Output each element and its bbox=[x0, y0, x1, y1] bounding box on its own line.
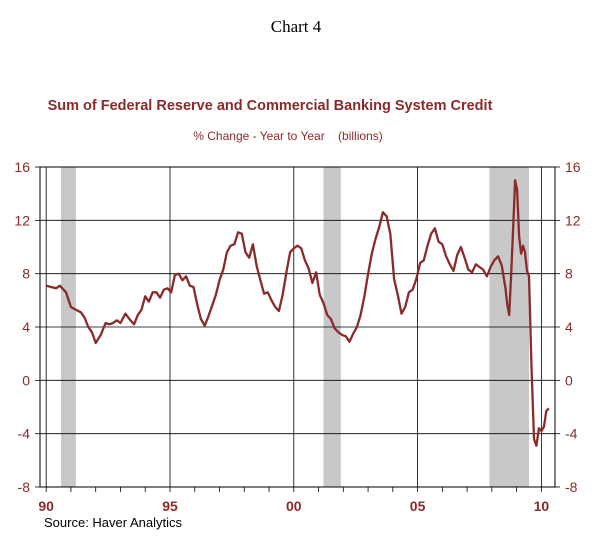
y-tick-label-left: 8 bbox=[22, 266, 30, 282]
y-tick-label-right: -4 bbox=[565, 426, 578, 442]
y-tick-label-left: 0 bbox=[22, 372, 30, 388]
x-tick-label: 10 bbox=[534, 498, 550, 514]
y-tick-label-right: 0 bbox=[565, 372, 573, 388]
x-tick-label: 95 bbox=[162, 498, 178, 514]
y-tick-label-right: 8 bbox=[565, 266, 573, 282]
chart-number: Chart 4 bbox=[271, 17, 322, 36]
y-tick-label-right: 16 bbox=[565, 159, 581, 175]
chart-title: Sum of Federal Reserve and Commercial Ba… bbox=[48, 98, 493, 114]
chart-subtitle: % Change - Year to Year (billions) bbox=[193, 129, 382, 143]
y-tick-label-right: 4 bbox=[565, 319, 573, 335]
series-line-0 bbox=[45, 179, 550, 447]
y-tick-label-left: -4 bbox=[18, 426, 31, 442]
source-label: Source: Haver Analytics bbox=[44, 515, 183, 530]
x-tick-label: 90 bbox=[38, 498, 54, 514]
y-tick-label-left: -8 bbox=[18, 479, 31, 495]
series-layer bbox=[45, 179, 550, 447]
y-tick-label-right: 12 bbox=[565, 212, 581, 228]
y-tick-label-left: 12 bbox=[14, 212, 30, 228]
y-tick-label-right: -8 bbox=[565, 479, 578, 495]
grid-lines bbox=[40, 166, 555, 488]
y-tick-label-left: 4 bbox=[22, 319, 30, 335]
x-tick-label: 00 bbox=[286, 498, 302, 514]
x-tick-label: 05 bbox=[410, 498, 426, 514]
y-tick-label-left: 16 bbox=[14, 159, 30, 175]
